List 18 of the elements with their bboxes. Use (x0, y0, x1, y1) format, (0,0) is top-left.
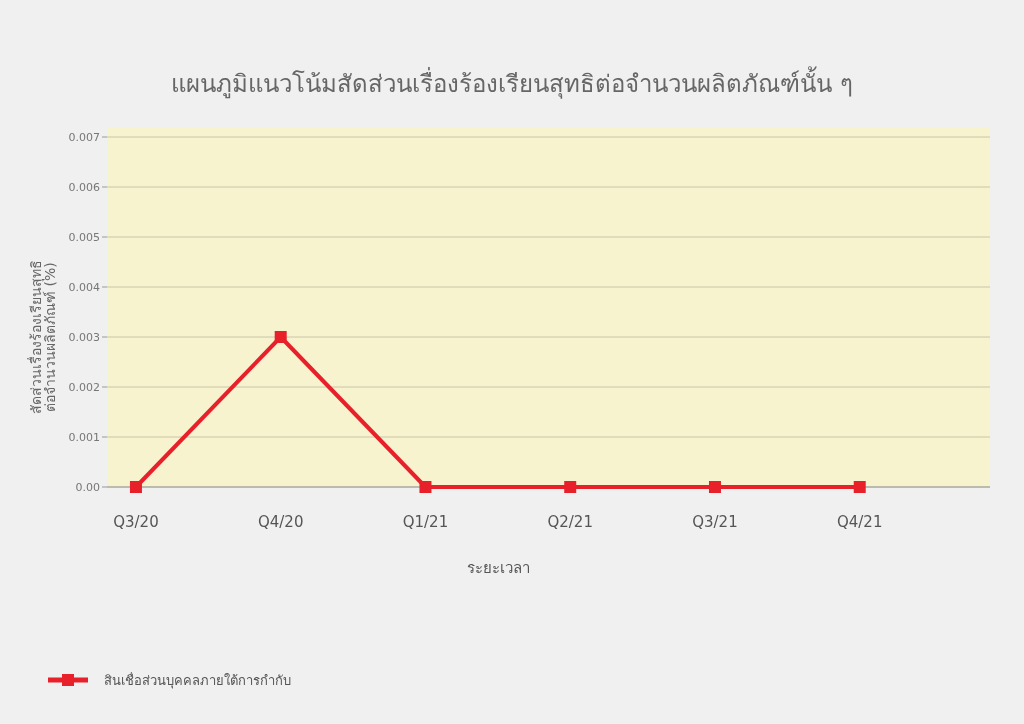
y-tick-label: 0.005 (68, 231, 100, 244)
y-axis-title: สัดส่วนเรื่องร้องเรียนสุทธิ ต่อจำนวนผลิตภัณฑ์ (%) (27, 260, 58, 414)
y-tick-label: 0.00 (75, 481, 100, 494)
x-axis-title: ระยะเวลา (467, 559, 530, 577)
y-tick-label: 0.004 (68, 281, 100, 294)
y-tick-label: 0.006 (68, 181, 100, 194)
x-tick-label: Q2/21 (547, 513, 593, 531)
legend-label: สินเชื่อส่วนบุคคลภายใต้การกำกับ (104, 672, 291, 689)
y-tick-label: 0.002 (68, 381, 100, 394)
x-tick-label: Q4/21 (836, 513, 883, 531)
y-tick-label: 0.007 (68, 131, 100, 144)
y-tick-label: 0.001 (68, 431, 100, 444)
x-tick-label: Q4/20 (257, 513, 304, 531)
x-tick-label: Q1/21 (402, 513, 449, 531)
x-tick-label: Q3/21 (692, 513, 738, 531)
x-tick-label: Q3/20 (113, 513, 159, 531)
y-tick-label: 0.003 (68, 331, 100, 344)
chart-title: แผนภูมิแนวโน้มสัดส่วนเรื่องร้องเรียนสุทธิต่อจำนวนผลิตภัณฑ์นั้น ๆ (171, 66, 853, 99)
